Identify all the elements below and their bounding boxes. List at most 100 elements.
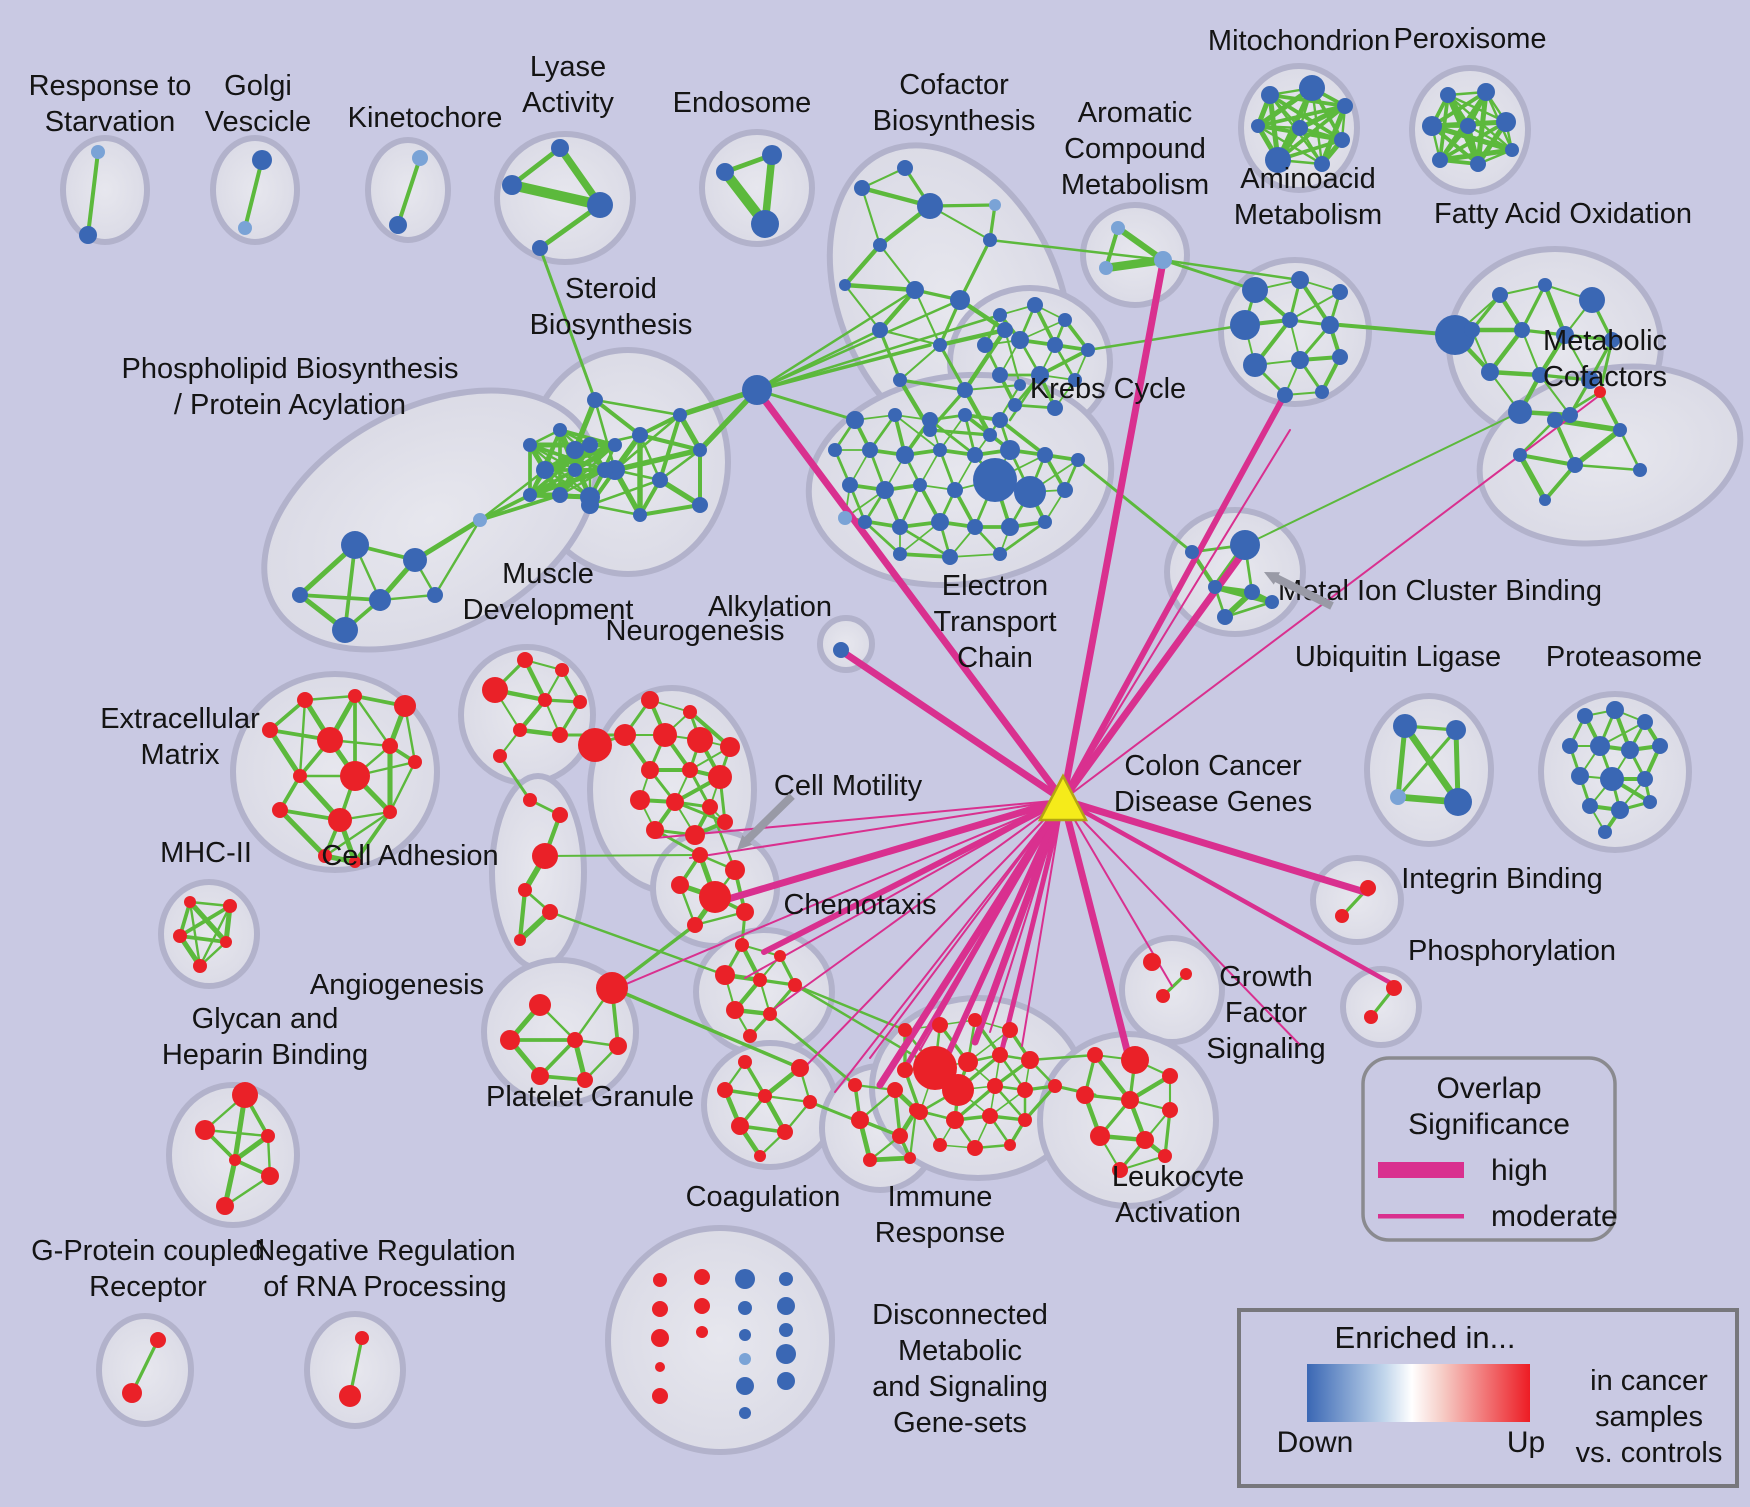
gene-set-node-disconnected[interactable] — [735, 1269, 755, 1289]
gene-set-node-ubiquitin-ligase[interactable] — [1390, 789, 1406, 805]
gene-set-node-phospholipid[interactable] — [536, 461, 554, 479]
gene-set-node-platelet-granule[interactable] — [717, 1082, 733, 1098]
gene-set-node-peroxisome[interactable] — [1477, 83, 1495, 101]
gene-set-node-lyase-activity[interactable] — [532, 240, 548, 256]
gene-set-node-electron-transport[interactable] — [888, 408, 902, 422]
gene-set-node-cell-adhesion[interactable] — [542, 904, 558, 920]
gene-set-node-neurogenesis[interactable] — [614, 724, 636, 746]
gene-set-node-peroxisome[interactable] — [1432, 152, 1448, 168]
gene-set-node-krebs-cycle[interactable] — [1047, 337, 1063, 353]
gene-set-node-leukocyte-activation[interactable] — [1158, 1149, 1172, 1163]
gene-set-node-angiogenesis[interactable] — [577, 1072, 593, 1088]
gene-set-node-disconnected[interactable] — [739, 1353, 751, 1365]
gene-set-node-immune-response[interactable] — [946, 1111, 964, 1129]
gene-set-node-neurogenesis[interactable] — [578, 728, 612, 762]
gene-set-node-chemotaxis[interactable] — [743, 1029, 757, 1043]
gene-set-node-proteasome[interactable] — [1571, 767, 1589, 785]
gene-set-node-peroxisome[interactable] — [1440, 87, 1456, 103]
gene-set-node-electron-transport[interactable] — [1014, 476, 1046, 508]
gene-set-node-steroid-biosynthesis[interactable] — [673, 408, 687, 422]
gene-set-node-muscle-development[interactable] — [538, 693, 552, 707]
gene-set-node-cofactor-biosynthesis[interactable] — [989, 199, 1001, 211]
gene-set-node-negreg-rna[interactable] — [355, 1331, 369, 1345]
gene-set-node-endosome[interactable] — [716, 163, 734, 181]
gene-set-node-mhc2[interactable] — [223, 899, 237, 913]
gene-set-node-neurogenesis[interactable] — [685, 825, 705, 845]
gene-set-node-platelet-granule[interactable] — [777, 1124, 793, 1140]
gene-set-node-aromatic-compound[interactable] — [1111, 221, 1125, 235]
gene-set-node-electron-transport[interactable] — [967, 519, 983, 535]
gene-set-node-glycan-heparin[interactable] — [195, 1120, 215, 1140]
gene-set-node-electron-transport[interactable] — [1000, 440, 1020, 460]
gene-set-node-extracellular-matrix[interactable] — [408, 755, 422, 769]
gene-set-node-endosome[interactable] — [762, 145, 782, 165]
gene-set-node-disconnected[interactable] — [694, 1269, 710, 1285]
gene-set-node-steroid-biosynthesis[interactable] — [633, 508, 647, 522]
gene-set-node-cofactor-biosynthesis[interactable] — [997, 322, 1013, 338]
gene-set-node-disconnected[interactable] — [652, 1388, 668, 1404]
gene-set-node-lyase-activity[interactable] — [502, 175, 522, 195]
gene-set-node-chemotaxis[interactable] — [774, 950, 786, 962]
gene-set-node-immune-response[interactable] — [1004, 1139, 1016, 1151]
gene-set-node-cell-adhesion[interactable] — [514, 934, 526, 946]
gene-set-node-immune-response[interactable] — [912, 1104, 928, 1120]
gene-set-node-aminoacid-metabolism[interactable] — [1230, 310, 1260, 340]
gene-set-node-aminoacid-metabolism[interactable] — [1282, 312, 1298, 328]
gene-set-node-mitochondrion[interactable] — [1261, 86, 1279, 104]
gene-set-node-platelet-granule[interactable] — [803, 1095, 817, 1109]
gene-set-node-steroid-biosynthesis[interactable] — [566, 441, 584, 459]
gene-set-node-disconnected[interactable] — [777, 1372, 795, 1390]
gene-set-node-aminoacid-metabolism[interactable] — [1242, 277, 1268, 303]
gene-set-node-electron-transport[interactable] — [893, 547, 907, 561]
gene-set-node-endosome[interactable] — [751, 210, 779, 238]
gene-set-node-gprotein[interactable] — [150, 1332, 166, 1348]
gene-set-node-cofactor-biosynthesis[interactable] — [893, 373, 907, 387]
gene-set-node-cofactor-biosynthesis[interactable] — [917, 193, 943, 219]
gene-set-node-proteasome[interactable] — [1590, 736, 1610, 756]
gene-set-node-muscle-development[interactable] — [513, 723, 527, 737]
gene-set-node-fatty-acid-oxidation[interactable] — [1464, 322, 1480, 338]
gene-set-node-cofactor-biosynthesis[interactable] — [983, 428, 997, 442]
gene-set-node-disconnected[interactable] — [694, 1298, 710, 1314]
gene-set-node-metal-ion[interactable] — [1244, 584, 1260, 600]
gene-set-node-muscle-development[interactable] — [573, 695, 587, 709]
gene-set-node-muscle-development[interactable] — [493, 749, 507, 763]
gene-set-node-proteasome[interactable] — [1606, 701, 1624, 719]
gene-set-node-phospholipid[interactable] — [580, 487, 600, 507]
gene-set-node-extracellular-matrix[interactable] — [349, 856, 361, 868]
gene-set-node-krebs-cycle[interactable] — [1031, 366, 1049, 384]
gene-set-node-integrin-binding[interactable] — [1360, 880, 1376, 896]
gene-set-node-neurogenesis[interactable] — [683, 705, 697, 719]
gene-set-node-metabolic-cofactors[interactable] — [1613, 423, 1627, 437]
gene-set-node-lyase-activity[interactable] — [551, 139, 569, 157]
gene-set-node-disconnected[interactable] — [776, 1344, 796, 1364]
gene-set-node-metal-ion[interactable] — [1217, 609, 1233, 625]
gene-set-node-leukocyte-activation[interactable] — [1076, 1086, 1094, 1104]
gene-set-node-peroxisome[interactable] — [1496, 112, 1516, 132]
gene-set-node-proteasome[interactable] — [1637, 771, 1653, 787]
gene-set-node-proteasome[interactable] — [1643, 795, 1657, 809]
gene-set-node-mitochondrion[interactable] — [1334, 132, 1350, 148]
gene-set-node-muscle-development[interactable] — [552, 727, 568, 743]
gene-set-node-leukocyte-activation[interactable] — [1087, 1047, 1103, 1063]
gene-set-node-cofactor-biosynthesis[interactable] — [839, 279, 851, 291]
gene-set-node-electron-transport[interactable] — [947, 482, 963, 498]
gene-set-node-muscle-development[interactable] — [517, 652, 533, 668]
gene-set-node-krebs-cycle[interactable] — [1047, 400, 1063, 416]
disease-genes-hub-node[interactable] — [1037, 773, 1089, 822]
gene-set-node-cofactor-biosynthesis[interactable] — [872, 322, 888, 338]
gene-set-node-phospholipid[interactable] — [427, 587, 443, 603]
gene-set-node-alkylation[interactable] — [833, 642, 849, 658]
gene-set-node-aromatic-compound[interactable] — [1099, 261, 1113, 275]
gene-set-node-aminoacid-metabolism[interactable] — [1315, 385, 1329, 399]
gene-set-node-electron-transport[interactable] — [992, 412, 1008, 428]
gene-set-node-immune-response[interactable] — [958, 1052, 978, 1072]
gene-set-node-krebs-cycle[interactable] — [1008, 398, 1022, 412]
gene-set-node-metabolic-cofactors[interactable] — [1594, 386, 1606, 398]
gene-set-node-phospholipid[interactable] — [553, 423, 567, 437]
gene-set-node-disconnected[interactable] — [739, 1407, 751, 1419]
gene-set-node-extracellular-matrix[interactable] — [394, 695, 416, 717]
gene-set-node-cofactor-biosynthesis[interactable] — [906, 281, 924, 299]
gene-set-node-growth-factor[interactable] — [1180, 968, 1192, 980]
gene-set-node-glycan-heparin[interactable] — [232, 1082, 258, 1108]
